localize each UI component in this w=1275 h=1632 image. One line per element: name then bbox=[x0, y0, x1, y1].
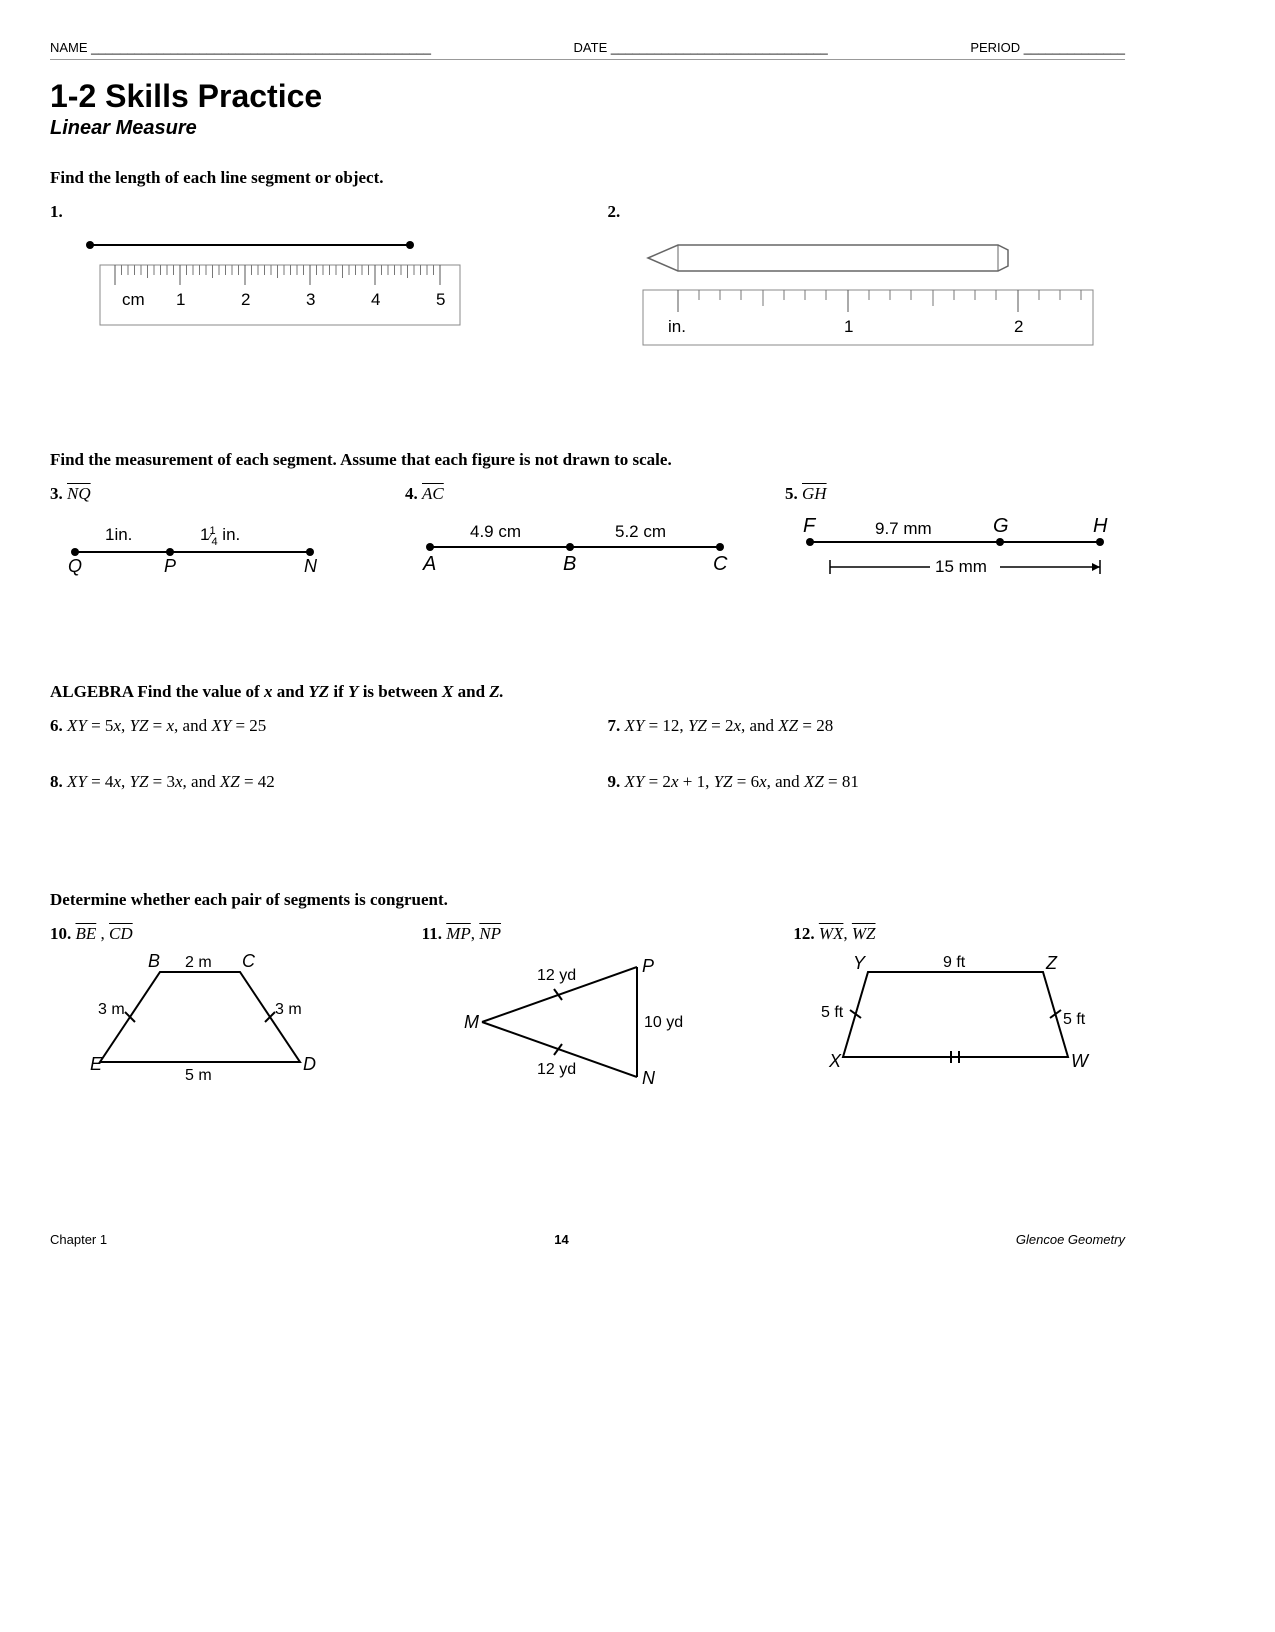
q11-m: M bbox=[464, 1012, 479, 1032]
q9: 9. XY = 2x + 1, YZ = 6x, and XZ = 81 bbox=[608, 772, 1126, 792]
q11-bottom: 12 yd bbox=[537, 1061, 576, 1078]
q5-figure: 9.7 mm F G H 15 mm bbox=[785, 512, 1125, 592]
page-footer: Chapter 1 14 Glencoe Geometry bbox=[50, 1232, 1125, 1247]
q11-right: 10 yd bbox=[644, 1014, 683, 1031]
q10-b: B bbox=[148, 952, 160, 971]
page-title: 1-2 Skills Practice bbox=[50, 78, 1125, 115]
q2-number: 2. bbox=[608, 202, 621, 221]
q5-point-g: G bbox=[993, 515, 1009, 537]
q4-len1: 4.9 cm bbox=[470, 522, 521, 541]
instruction-1: Find the length of each line segment or … bbox=[50, 168, 1125, 188]
q5-point-f: F bbox=[803, 515, 817, 537]
ruler-cm-tick-1: 1 bbox=[176, 290, 185, 309]
q3-len1: 1in. bbox=[105, 525, 132, 544]
q7: 7. XY = 12, YZ = 2x, and XZ = 28 bbox=[608, 716, 1126, 736]
q12-right: 5 ft bbox=[1063, 1011, 1086, 1028]
q12-top: 9 ft bbox=[943, 954, 966, 971]
q12-z: Z bbox=[1045, 953, 1058, 973]
q3-len2: 11⁄4 in. bbox=[200, 525, 240, 548]
q4-label: 4. AC bbox=[405, 484, 745, 504]
ruler-cm-tick-2: 2 bbox=[241, 290, 250, 309]
q3-point-n: N bbox=[304, 556, 318, 576]
date-field: DATE ______________________________ bbox=[574, 40, 828, 55]
q3-point-p: P bbox=[164, 556, 176, 576]
q6: 6. XY = 5x, YZ = x, and XY = 25 bbox=[50, 716, 568, 736]
q8: 8. XY = 4x, YZ = 3x, and XZ = 42 bbox=[50, 772, 568, 792]
worksheet-header: NAME ___________________________________… bbox=[50, 40, 1125, 60]
q5-total: 15 mm bbox=[935, 557, 987, 576]
footer-chapter: Chapter 1 bbox=[50, 1232, 107, 1247]
q4-point-c: C bbox=[713, 553, 728, 575]
ruler-cm-tick-4: 4 bbox=[371, 290, 380, 309]
q11-p: P bbox=[642, 956, 654, 976]
q3-figure: 1in. 11⁄4 in. Q P N bbox=[50, 512, 340, 582]
footer-page-number: 14 bbox=[554, 1232, 568, 1247]
q11-label: 11. MP, NP bbox=[422, 924, 754, 944]
ruler-cm-tick-3: 3 bbox=[306, 290, 315, 309]
q10-bottom: 5 m bbox=[185, 1067, 212, 1084]
instruction-2: Find the measurement of each segment. As… bbox=[50, 450, 1125, 470]
q4-point-b: B bbox=[563, 553, 576, 575]
q4-figure: 4.9 cm 5.2 cm A B C bbox=[405, 512, 745, 582]
q12-left: 5 ft bbox=[821, 1004, 844, 1021]
q11-figure: M P N 12 yd 10 yd 12 yd bbox=[462, 952, 722, 1092]
ruler-in-tick-2: 2 bbox=[1014, 317, 1023, 336]
ruler-in-tick-1: 1 bbox=[844, 317, 853, 336]
q4-point-a: A bbox=[422, 553, 436, 575]
q12-figure: Y Z X W 9 ft 5 ft 5 ft bbox=[813, 952, 1093, 1092]
q10-left: 3 m bbox=[98, 1001, 125, 1018]
footer-book: Glencoe Geometry bbox=[1016, 1232, 1125, 1247]
q12-w: W bbox=[1071, 1051, 1090, 1071]
q10-top: 2 m bbox=[185, 954, 212, 971]
name-field: NAME ___________________________________… bbox=[50, 40, 431, 55]
q1-number: 1. bbox=[50, 202, 63, 221]
q5-label: 5. GH bbox=[785, 484, 1125, 504]
q4-len2: 5.2 cm bbox=[615, 522, 666, 541]
q10-c: C bbox=[242, 952, 256, 971]
ruler-in-label: in. bbox=[668, 317, 686, 336]
q10-e: E bbox=[90, 1054, 103, 1074]
q3-label: 3. NQ bbox=[50, 484, 365, 504]
ruler-cm-tick-5: 5 bbox=[436, 290, 445, 309]
ruler-cm-label: cm bbox=[122, 290, 145, 309]
q10-label: 10. BE , CD bbox=[50, 924, 382, 944]
instruction-4: Determine whether each pair of segments … bbox=[50, 890, 1125, 910]
page-subtitle: Linear Measure bbox=[50, 117, 1125, 140]
instruction-3: ALGEBRA Find the value of x and YZ if Y … bbox=[50, 682, 1125, 702]
q11-top: 12 yd bbox=[537, 967, 576, 984]
q10-right: 3 m bbox=[275, 1001, 302, 1018]
q12-label: 12. WX, WZ bbox=[793, 924, 1125, 944]
q12-y: Y bbox=[853, 953, 867, 973]
q2-figure: in. 1 2 bbox=[638, 230, 1098, 360]
q5-len1: 9.7 mm bbox=[875, 519, 932, 538]
q11-n: N bbox=[642, 1068, 656, 1088]
q10-figure: B C D E 2 m 3 m 3 m 5 m bbox=[90, 952, 350, 1092]
q1-figure: cm 1 2 3 4 5 bbox=[80, 230, 480, 340]
q10-d: D bbox=[303, 1054, 316, 1074]
q3-point-q: Q bbox=[68, 556, 82, 576]
q5-point-h: H bbox=[1093, 515, 1108, 537]
q12-x: X bbox=[828, 1051, 842, 1071]
period-field: PERIOD ______________ bbox=[970, 40, 1125, 55]
